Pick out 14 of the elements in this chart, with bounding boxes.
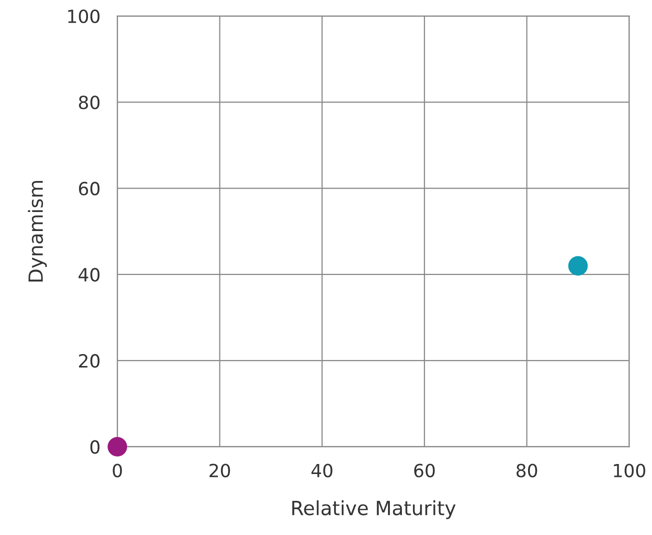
y-tick-label: 40: [78, 268, 100, 282]
y-tick-label: 80: [78, 96, 100, 110]
x-axis-title: Relative Maturity: [292, 500, 456, 520]
y-tick-label: 20: [79, 354, 100, 368]
x-tick-label: 60: [414, 464, 435, 478]
x-tick-label: 20: [210, 464, 230, 478]
y-tick-label: 60: [78, 182, 100, 196]
x-tick-label: 0: [112, 464, 122, 478]
y-tick-label: 0: [90, 440, 100, 454]
y-tick-label: 100: [68, 10, 100, 24]
x-tick-label: 100: [614, 464, 646, 478]
y-axis-title: Dynamism: [28, 180, 47, 282]
x-tick-label: 40: [311, 464, 332, 478]
x-tick-label: 80: [516, 464, 538, 478]
